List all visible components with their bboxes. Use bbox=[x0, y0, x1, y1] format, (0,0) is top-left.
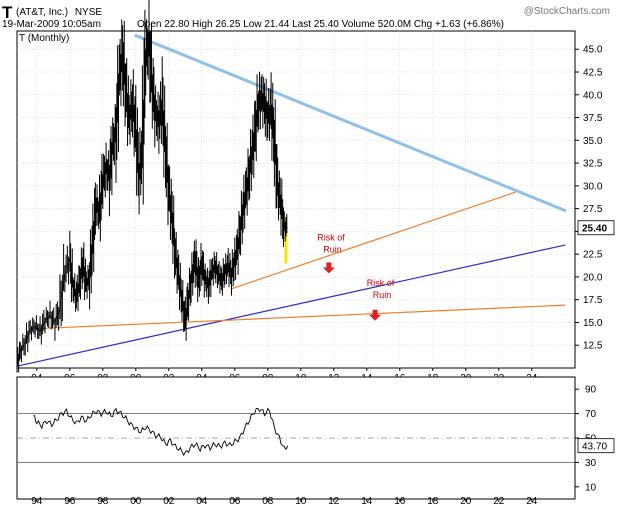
rsi-x-tick-label: 98 bbox=[97, 496, 109, 507]
price-y-tick-label: 22.5 bbox=[583, 250, 603, 261]
rsi-x-tick-label: 96 bbox=[64, 496, 76, 507]
price-y-tick-label: 42.5 bbox=[583, 67, 603, 78]
price-y-tick-label: 35.0 bbox=[583, 136, 603, 147]
rsi-last-label: 43.70 bbox=[577, 438, 615, 454]
rsi-x-tick-label: 10 bbox=[295, 496, 307, 507]
price-last-box bbox=[577, 220, 615, 236]
price-y-tick-label: 20.0 bbox=[583, 272, 603, 283]
rsi-x-tick-label: 16 bbox=[394, 496, 406, 507]
trendline-orange-support-1 bbox=[32, 304, 566, 330]
rsi-x-axis: 94 96 98 00 02 04 06 08 10 12 14 16 18 20 22 24 bbox=[31, 496, 538, 507]
price-y-tick-label: 15.0 bbox=[583, 318, 603, 329]
rsi-x-tick-label: 22 bbox=[493, 496, 505, 507]
price-y-tick-label: 45.0 bbox=[583, 45, 603, 56]
price-series bbox=[16, 0, 288, 373]
price-y-tick-label: 17.5 bbox=[583, 295, 603, 306]
annotation-label: Ruin bbox=[373, 290, 392, 300]
rsi-x-tick-label: 94 bbox=[31, 496, 43, 507]
price-line bbox=[16, 41, 288, 364]
rsi-x-tick-label: 14 bbox=[361, 496, 373, 507]
rsi-x-tick-label: 04 bbox=[196, 496, 208, 507]
rsi-line bbox=[33, 407, 289, 457]
rsi-x-tick-label: 08 bbox=[262, 496, 274, 507]
down-arrow-icon bbox=[322, 262, 335, 274]
price-y-tick-label: 12.5 bbox=[583, 341, 603, 352]
trendlines bbox=[16, 34, 567, 367]
company-name: (AT&T, Inc.) bbox=[16, 7, 68, 18]
annotation-label: Ruin bbox=[323, 244, 342, 254]
rsi-y-tick-label: 70 bbox=[585, 409, 597, 420]
exchange-name: NYSE bbox=[75, 7, 103, 18]
datetime-label: 19-Mar-2009 10:05am bbox=[2, 19, 101, 30]
down-arrow-icon bbox=[369, 309, 382, 321]
annotation-label: Risk of bbox=[367, 278, 395, 288]
rsi-x-tick-label: 12 bbox=[328, 496, 340, 507]
price-y-tick-label: 40.0 bbox=[583, 90, 603, 101]
trendline-orange-support-2 bbox=[230, 191, 516, 290]
rsi-y-tick-label: 30 bbox=[585, 458, 597, 469]
price-last-label: 25.40 bbox=[577, 220, 615, 236]
trendline-long-term-support bbox=[16, 244, 566, 367]
rsi-x-tick-label: 02 bbox=[163, 496, 175, 507]
price-panel bbox=[16, 30, 576, 369]
price-y-tick-label: 30.0 bbox=[583, 181, 603, 192]
rsi-last-value: 43.70 bbox=[582, 442, 607, 453]
rsi-x-tick-label: 18 bbox=[427, 496, 439, 507]
price-last-value: 25.40 bbox=[582, 224, 607, 235]
price-y-tick-label: 37.5 bbox=[583, 113, 603, 124]
rsi-series bbox=[33, 407, 289, 457]
rsi-x-tick-label: 24 bbox=[526, 496, 538, 507]
rsi-last-box bbox=[577, 438, 615, 454]
rsi-x-tick-label: 06 bbox=[229, 496, 241, 507]
rsi-y-tick-label: 10 bbox=[585, 482, 597, 493]
annotations: Risk of Ruin Risk of Ruin bbox=[317, 232, 395, 321]
price-y-axis: 12.515.017.520.022.525.027.530.032.535.0… bbox=[575, 45, 603, 352]
interval-label: T (Monthly) bbox=[19, 33, 69, 44]
trendline-upper-resistance bbox=[134, 34, 567, 212]
rsi-x-tick-label: 00 bbox=[130, 496, 142, 507]
quote-label: Open 22.80 High 26.25 Low 21.44 Last 25.… bbox=[137, 19, 504, 30]
price-y-tick-label: 32.5 bbox=[583, 159, 603, 170]
symbol-label: T bbox=[2, 3, 13, 22]
price-y-tick-label: 27.5 bbox=[583, 204, 603, 215]
rsi-y-tick-label: 90 bbox=[585, 385, 597, 396]
rsi-x-tick-label: 20 bbox=[460, 496, 472, 507]
annotation-label: Risk of bbox=[317, 232, 345, 242]
company-label: (AT&T, Inc.) NYSE bbox=[16, 7, 102, 18]
watermark: @StockCharts.com bbox=[524, 6, 610, 17]
